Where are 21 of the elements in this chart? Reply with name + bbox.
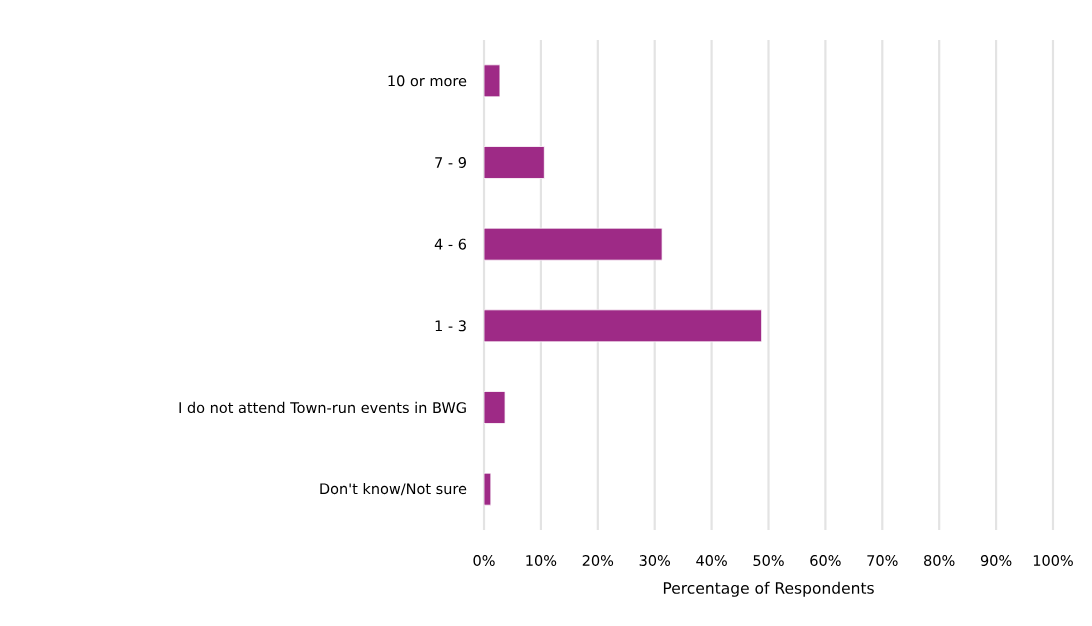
y-tick-label: 1 - 3 [435, 320, 466, 332]
x-tick-label: 80% [924, 555, 955, 566]
x-tick-label: 60% [810, 555, 841, 566]
y-tick-label: 7 - 9 [435, 157, 466, 168]
y-tick-label: Don't know/Not sure [320, 482, 467, 496]
x-tick-label: 70% [867, 555, 898, 566]
x-tick-label: 0% [473, 555, 495, 566]
x-tick-label: 10% [526, 555, 557, 566]
bar [484, 146, 545, 179]
x-tick-label: 100% [1033, 555, 1073, 566]
bar [484, 227, 663, 261]
x-tick-label: 30% [639, 555, 671, 566]
y-tick-label: 10 or more [388, 75, 467, 87]
bar [484, 309, 763, 343]
y-tick-label: I do not attend Town-run events in BWG [179, 401, 466, 414]
x-tick-label: 50% [753, 555, 784, 566]
y-tick-label: 4 - 6 [434, 238, 467, 250]
x-tick-label: 40% [696, 555, 727, 566]
x-tick-label: 90% [980, 555, 1012, 566]
x-axis-title: Percentage of Respondents [663, 581, 874, 597]
x-tick-label: 20% [582, 555, 614, 566]
